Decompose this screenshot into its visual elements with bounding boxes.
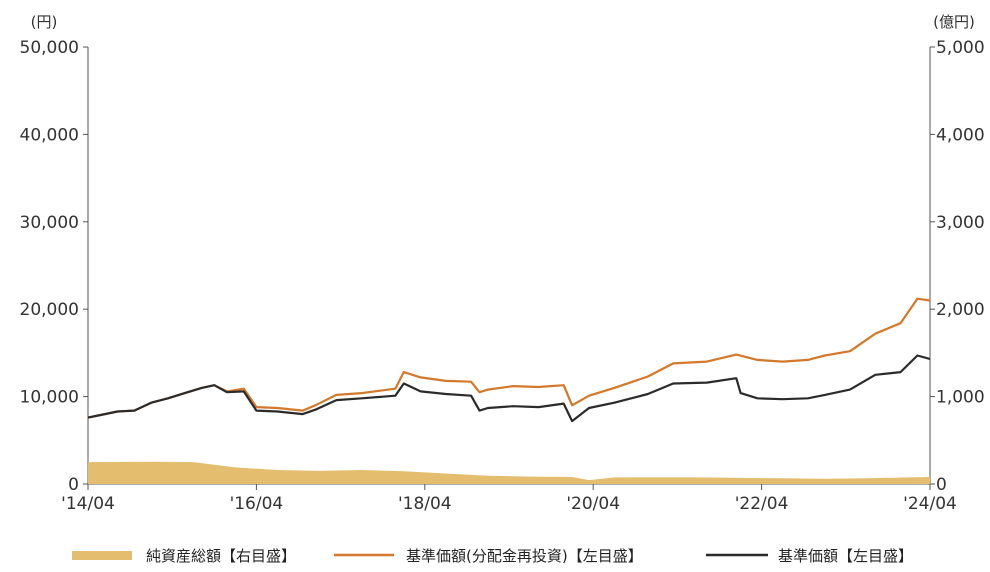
series-layer <box>87 297 931 484</box>
y-tick-label-left: 10,000 <box>20 388 79 408</box>
y-tick-label-left: 30,000 <box>20 213 79 233</box>
right-axis-unit: (億円) <box>933 13 975 31</box>
y-tick-label-left: 40,000 <box>20 125 79 145</box>
series-line-1 <box>87 297 931 419</box>
y-tick-label-left: 0 <box>68 475 79 495</box>
y-tick-label-right: 3,000 <box>936 213 985 233</box>
x-tick-label: '20/04 <box>566 494 620 514</box>
labels-layer: 0 0 10,000 1,000 20,000 2,000 30,000 3,000 40,00… <box>20 13 985 514</box>
y-tick-label-left: 50,000 <box>20 38 79 58</box>
y-tick-label-left: 20,000 <box>20 300 79 320</box>
x-tick-label: '18/04 <box>398 494 452 514</box>
x-tick-label: '14/04 <box>61 494 115 514</box>
left-axis-unit: (円) <box>31 13 58 31</box>
series-line-2 <box>87 354 931 423</box>
x-tick-label: '24/04 <box>903 494 957 514</box>
x-tick-label: '22/04 <box>735 494 789 514</box>
legend-item-net-assets: 純資産総額【右目盛】 <box>146 547 296 565</box>
y-tick-label-right: 5,000 <box>936 38 985 58</box>
series-area-net-assets <box>88 461 930 484</box>
axes-layer <box>83 46 935 490</box>
legend-swatch-area <box>72 551 132 560</box>
x-tick-label: '16/04 <box>230 494 284 514</box>
y-tick-label-right: 4,000 <box>936 125 985 145</box>
y-tick-label-right: 0 <box>936 475 947 495</box>
legend-item-nav: 基準価額【左目盛】 <box>778 547 913 565</box>
legend-item-nav-reinvested: 基準価額(分配金再投資)【左目盛】 <box>406 547 643 565</box>
legend: 純資産総額【右目盛】 基準価額(分配金再投資)【左目盛】 基準価額【左目盛】 <box>72 547 913 565</box>
y-tick-label-right: 2,000 <box>936 300 985 320</box>
y-tick-label-right: 1,000 <box>936 388 985 408</box>
